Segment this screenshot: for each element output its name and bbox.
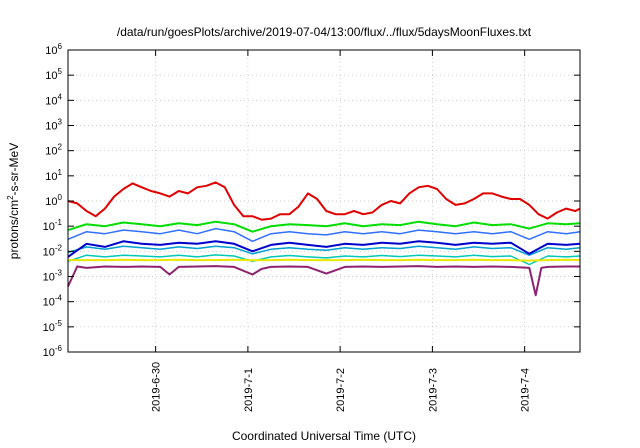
y-tick-base: 10: [45, 121, 57, 133]
y-axis-label-pre: protons/cm: [7, 200, 21, 259]
y-tick-label: 10-5: [43, 319, 63, 334]
y-tick-exponent: 5: [58, 67, 63, 76]
y-tick-exponent: -2: [55, 243, 63, 252]
series-line-2: [67, 220, 581, 233]
y-tick-exponent: -5: [55, 319, 63, 328]
x-tick-label: 2019-7-4: [520, 368, 532, 412]
y-tick-base: 10: [45, 196, 57, 208]
y-tick-label: 101: [45, 168, 62, 183]
x-tick-label: 2019-7-3: [427, 368, 439, 412]
y-tick-base: 10: [45, 70, 57, 82]
series-line-5: [67, 240, 581, 258]
plot-series: [67, 181, 581, 297]
y-tick-base: 10: [43, 347, 55, 359]
y-tick-base: 10: [45, 146, 57, 158]
x-axis-ticks: 2019-6-30 2019-7-1 2019-7-2 2019-7-3 2019-7-…: [151, 50, 532, 412]
grid: [68, 50, 580, 352]
y-tick-label: 100: [45, 193, 62, 208]
y-tick-label: 103: [45, 118, 62, 133]
y-tick-label: 105: [45, 67, 62, 82]
y-tick-label: 10-1: [43, 218, 63, 233]
y-tick-exponent: 3: [58, 118, 63, 127]
y-axis-label-sup: 2: [6, 195, 15, 200]
x-tick-label: 2019-7-2: [335, 368, 347, 412]
y-tick-exponent: 0: [58, 193, 63, 202]
series-line-6: [67, 254, 581, 266]
series-line-7: [68, 258, 581, 262]
y-tick-base: 10: [43, 272, 55, 284]
y-tick-exponent: 4: [58, 92, 63, 101]
y-tick-label: 106: [45, 42, 62, 57]
y-axis-label: protons/cm2-s-sr-MeV: [6, 143, 21, 259]
y-tick-base: 10: [43, 297, 55, 309]
series-line-1: [67, 181, 581, 221]
y-tick-base: 10: [45, 171, 57, 183]
y-tick-exponent: 6: [58, 42, 63, 51]
y-tick-exponent: -3: [55, 269, 63, 278]
x-tick-label: 2019-6-30: [151, 362, 163, 412]
y-tick-base: 10: [43, 246, 55, 258]
y-tick-label: 10-6: [43, 344, 63, 359]
y-tick-base: 10: [43, 221, 55, 233]
y-tick-base: 10: [43, 322, 55, 334]
y-tick-exponent: 1: [58, 168, 63, 177]
y-tick-label: 102: [45, 143, 62, 158]
y-tick-base: 10: [45, 45, 57, 57]
series-line-3: [67, 227, 581, 243]
y-tick-base: 10: [45, 95, 57, 107]
y-axis-label-post: -s-sr-MeV: [7, 143, 21, 196]
y-tick-exponent: 2: [58, 143, 63, 152]
y-tick-exponent: -4: [55, 294, 63, 303]
y-tick-label: 10-4: [43, 294, 63, 309]
series-line-8: [67, 265, 580, 297]
y-tick-exponent: -6: [55, 344, 63, 353]
y-axis-ticks: 10-610-510-410-310-210-11001011021031041…: [43, 42, 580, 359]
series-line-4: [67, 245, 581, 256]
x-tick-label: 2019-7-1: [243, 368, 255, 412]
x-axis-label: Coordinated Universal Time (UTC): [232, 429, 416, 443]
y-tick-label: 10-3: [43, 269, 63, 284]
y-tick-exponent: -1: [55, 218, 63, 227]
y-tick-label: 10-2: [43, 243, 63, 258]
chart-title: /data/run/goesPlots/archive/2019-07-04/1…: [117, 25, 532, 39]
y-tick-label: 104: [45, 92, 62, 107]
